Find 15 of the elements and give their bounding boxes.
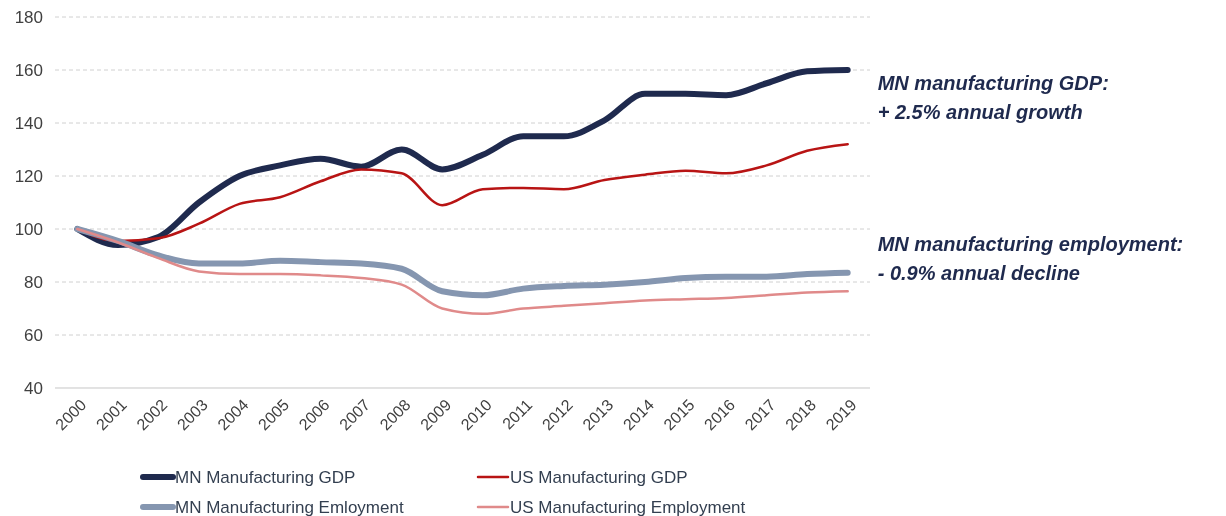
- y-tick-label: 140: [14, 113, 43, 133]
- y-tick-label: 60: [24, 325, 43, 345]
- legend-label: US Manufacturing GDP: [510, 467, 688, 487]
- legend-label: MN Manufacturing GDP: [175, 467, 356, 487]
- y-tick-label: 40: [24, 378, 43, 398]
- annotation: MN manufacturing GDP: + 2.5% annual growth: [877, 72, 1109, 123]
- y-tick-label: 80: [24, 272, 43, 292]
- annotation: MN manufacturing employment: - 0.9% annual decline: [877, 232, 1184, 284]
- legend-label: US Manufacturing Employment: [510, 497, 746, 516]
- y-tick-label: 160: [14, 60, 43, 80]
- y-tick-label: 180: [14, 7, 43, 27]
- y-tick-label: 100: [14, 219, 43, 239]
- legend-label: MN Manufacturing Emloyment: [175, 497, 404, 516]
- line-series: [76, 227, 849, 316]
- y-tick-label: 120: [14, 166, 43, 186]
